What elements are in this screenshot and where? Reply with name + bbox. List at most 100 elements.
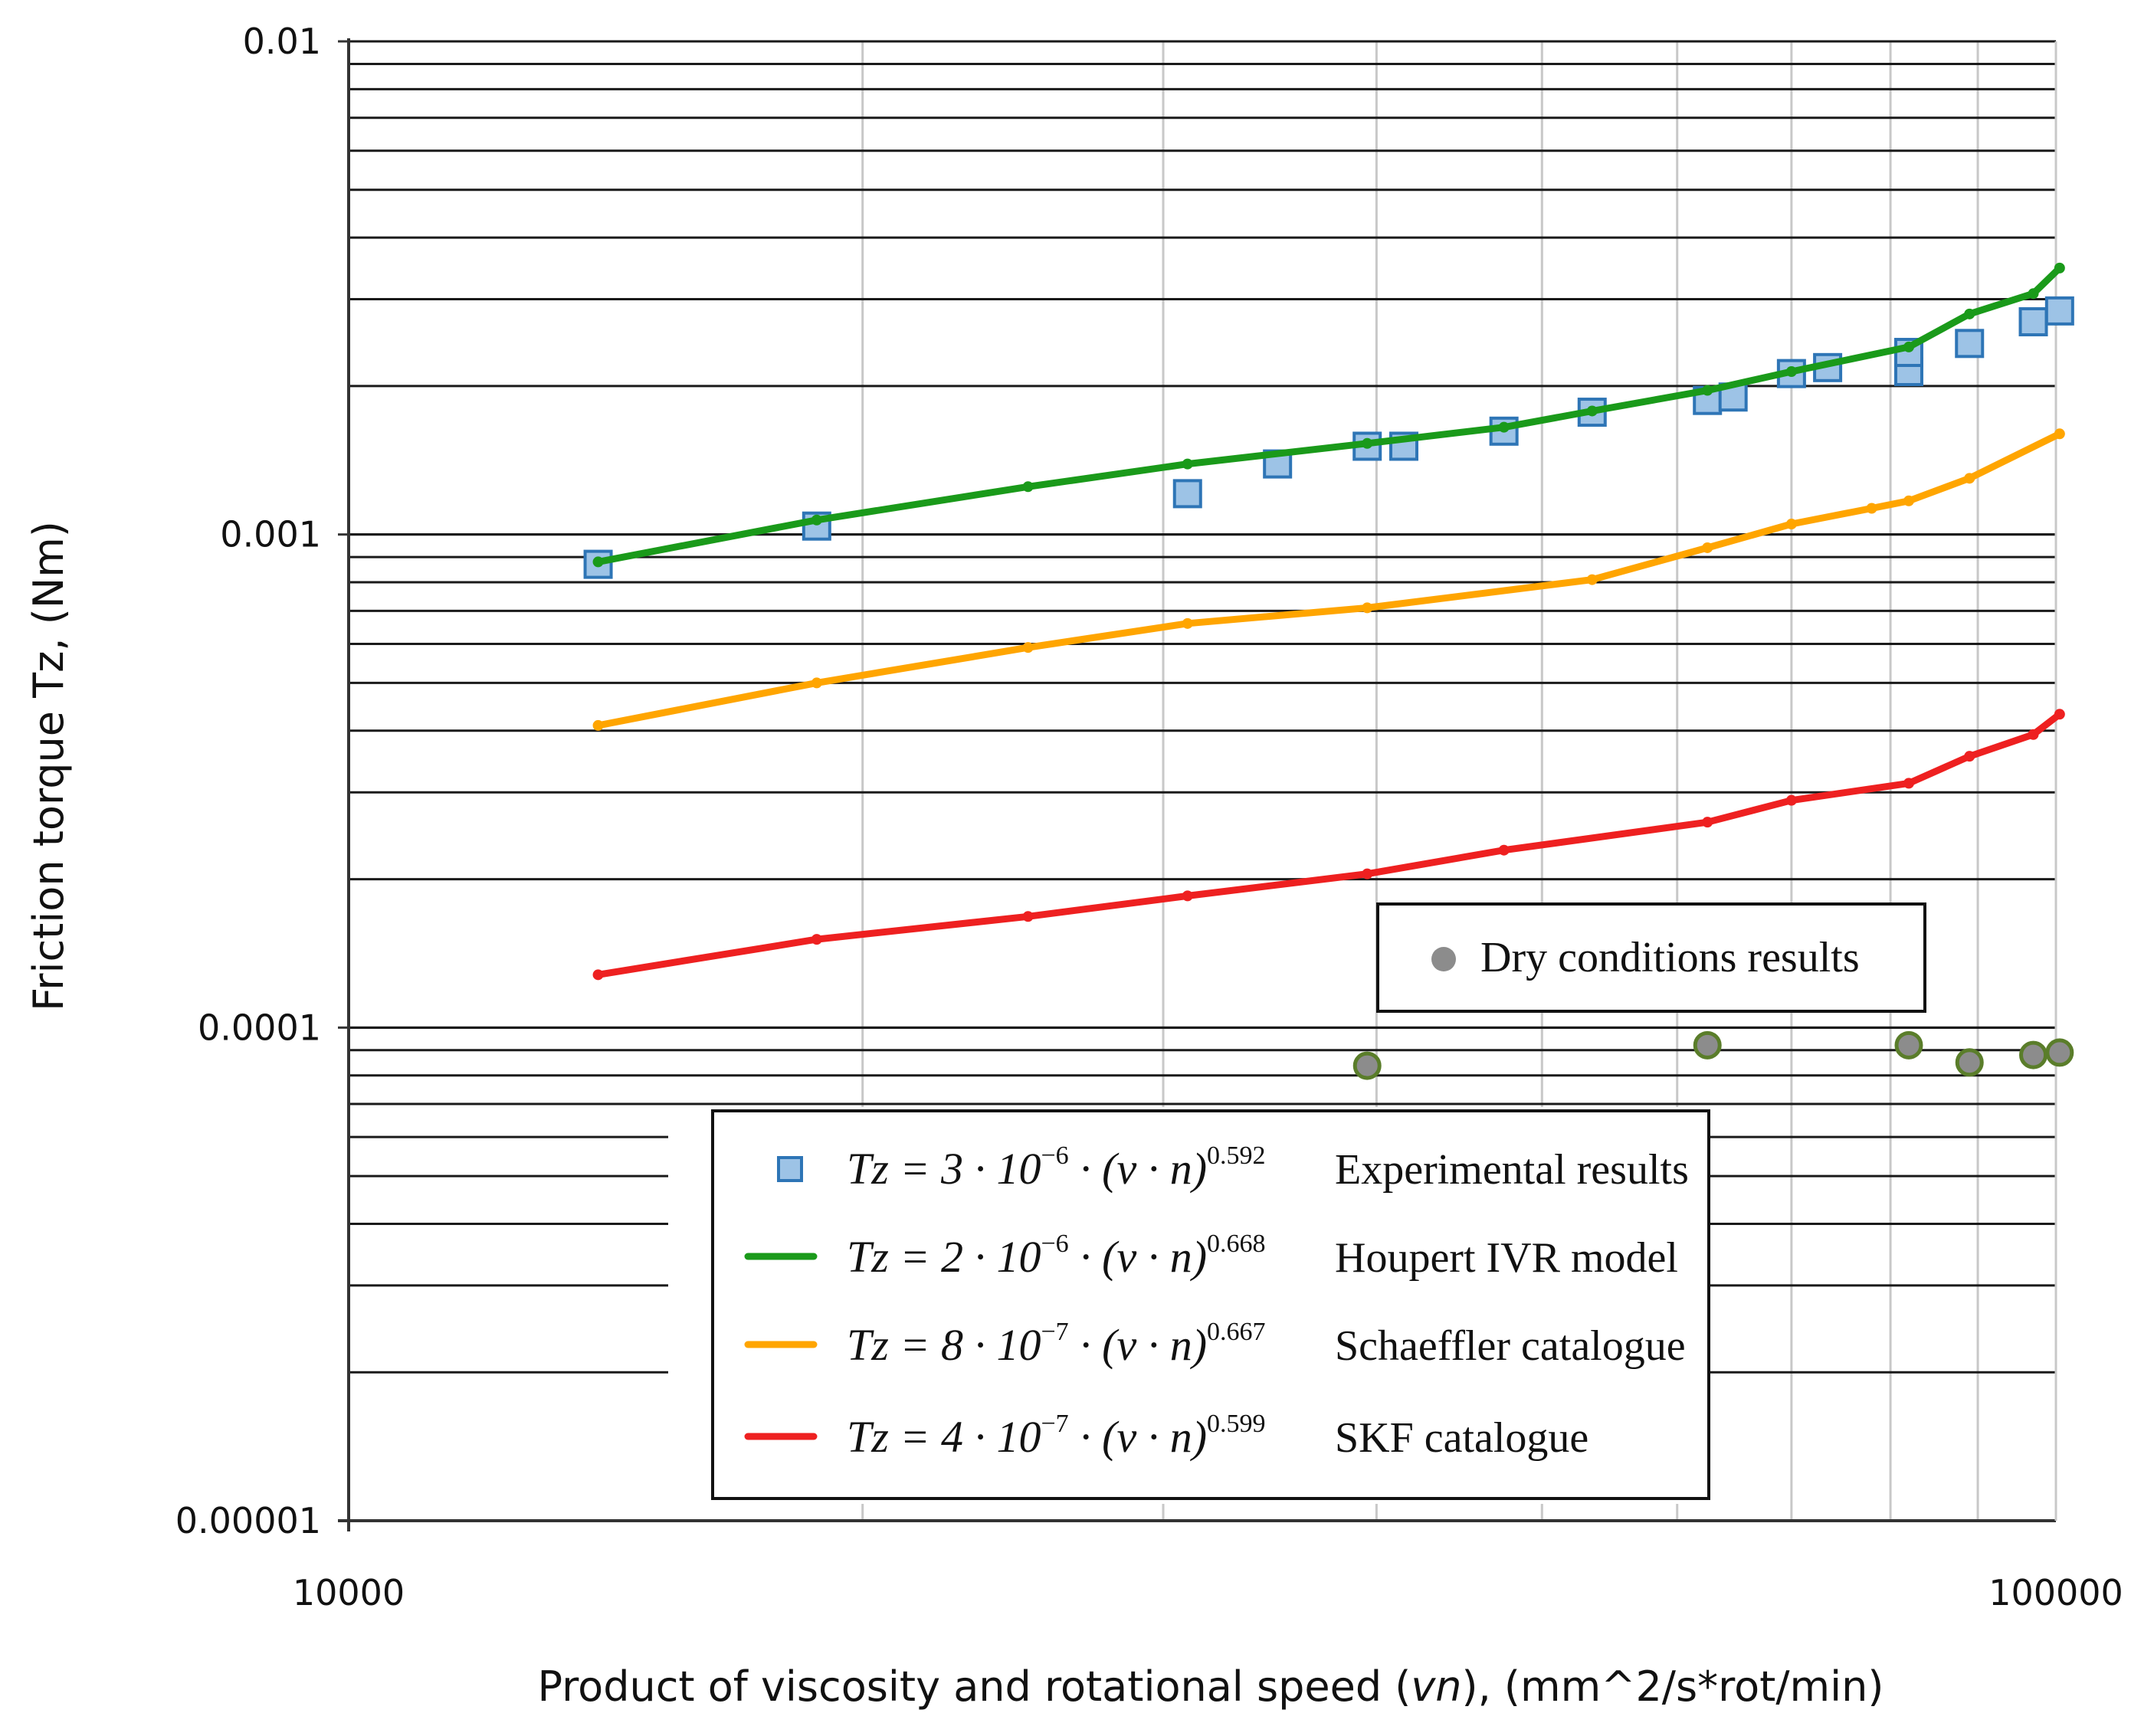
legend-entry: Tz = 3 · 10−6 · (ν · n)0.592 Experimental… [777,1142,1689,1194]
series-point [1182,617,1193,629]
series-houpert-ivr-model [592,262,2065,568]
series-point [1586,574,1598,585]
axis-frame [338,38,2057,1531]
eq-power: 0.592 [1207,1142,1266,1170]
y-tick-label: 0.01 [243,21,321,62]
series-schaeffler-catalogue [592,428,2065,731]
data-point-circle [1894,1030,1923,1060]
eq-body: · (ν · n) [1069,1144,1207,1194]
y-tick-label: 0.001 [220,514,321,555]
eq-exponent: −7 [1041,1318,1068,1346]
legend-dry-box [1376,902,1926,1013]
legend-dry: Dry conditions results [1376,902,1926,1013]
y-tick-label: 0.0001 [198,1007,321,1048]
legend-equation: Tz = 4 · 10−7 · (ν · n)0.599 [847,1410,1266,1462]
x-tick-label: 10000 [293,1572,405,1613]
series-point [1964,751,1975,762]
legend-entry: Tz = 2 · 10−6 · (ν · n)0.668 Houpert IVR … [744,1230,1678,1282]
legend-entry: Tz = 8 · 10−7 · (ν · n)0.667 Schaeffler c… [744,1318,1686,1370]
series-point [1182,890,1193,902]
data-point-square [1172,479,1202,509]
data-point-circle [2019,1040,2048,1069]
data-point-square [2018,307,2048,337]
series-point [2028,729,2039,740]
series-point [1498,844,1510,856]
series-point [2028,288,2039,300]
series-line [595,430,2064,729]
data-point-circle [2045,1038,2074,1067]
series-point [1022,911,1034,922]
eq-exponent: −6 [1041,1230,1068,1258]
legend-dry-label: Dry conditions results [1480,934,1860,981]
y-tick-label: 0.00001 [175,1500,321,1541]
series-point [1903,341,1914,352]
x-tick-label: 100000 [1988,1572,2123,1613]
eq-body: · (ν · n) [1069,1320,1207,1370]
series-point [1903,495,1914,506]
series-point [592,719,604,731]
series-point [1785,365,1797,377]
legend-equation: Tz = 8 · 10−7 · (ν · n)0.667 [847,1318,1266,1370]
series-point [1785,794,1797,806]
legend-equation: Tz = 2 · 10−6 · (ν · n)0.668 [847,1230,1266,1282]
legend-series-name: Houpert IVR model [1335,1234,1678,1282]
legend-main-box [711,1109,1710,1500]
legend-series-name: Schaeffler catalogue [1335,1322,1686,1370]
x-title-part: Product of viscosity and rotational spee… [538,1662,1411,1711]
series-point [1586,405,1598,417]
series-point [592,969,604,981]
series-point [1785,519,1797,530]
series-point [1964,473,1975,484]
eq-base: Tz = 2 · 10 [847,1232,1041,1282]
data-point-circle [1352,1051,1382,1080]
series-point [1362,602,1373,614]
series-point [1182,458,1193,470]
series-point [811,677,822,689]
legend-equation: Tz = 3 · 10−6 · (ν · n)0.592 [847,1142,1266,1194]
series-point [592,556,604,568]
x-title-italic-part: vn [1411,1662,1461,1711]
eq-power: 0.599 [1207,1410,1266,1438]
eq-power: 0.668 [1207,1230,1266,1258]
legend-marker-square [777,1156,803,1182]
tick-layer: 0.01 0.001 0.0001 0.00001 10000 100000 [175,21,2123,1613]
series-point [1903,778,1914,789]
series-point [1022,481,1034,493]
series-dry-conditions-results [1352,1030,2074,1080]
series-point [1702,817,1713,828]
legend-main: Tz = 3 · 10−6 · (ν · n)0.592 Experimental… [668,1107,1710,1504]
legend-entry: Tz = 4 · 10−7 · (ν · n)0.599 SKF catalogu… [744,1410,1588,1462]
series-point [1964,308,1975,319]
series-point [811,514,822,526]
eq-base: Tz = 3 · 10 [847,1144,1041,1194]
data-point-square [1955,329,1985,359]
data-point-circle [1693,1030,1722,1060]
legend-dry-marker [1431,947,1456,971]
series-point [2054,709,2065,720]
eq-body: · (ν · n) [1069,1412,1207,1462]
series-point [1866,503,1877,514]
series-point [1362,868,1373,879]
x-title-part: ), (mm^2/s*rot/min) [1462,1662,1884,1711]
series-skf-catalogue [592,709,2065,981]
series-layer [583,262,2074,1080]
data-point-square [2044,296,2074,326]
series-point [1362,437,1373,449]
eq-base: Tz = 4 · 10 [847,1412,1041,1462]
eq-exponent: −6 [1041,1142,1068,1170]
series-line [595,710,2064,978]
series-point [2054,428,2065,440]
y-axis-title: Friction torque Tz, (Nm) [25,521,73,1011]
eq-base: Tz = 8 · 10 [847,1320,1041,1370]
eq-power: 0.667 [1207,1318,1266,1346]
legend-series-name: Experimental results [1335,1146,1689,1194]
series-point [1702,385,1713,396]
eq-exponent: −7 [1041,1410,1068,1438]
legend-series-name: SKF catalogue [1335,1414,1588,1462]
eq-body: · (ν · n) [1069,1232,1207,1282]
x-axis-title: Product of viscosity and rotational spee… [538,1662,1884,1711]
data-point-circle [1955,1048,1984,1077]
series-point [2054,262,2065,274]
